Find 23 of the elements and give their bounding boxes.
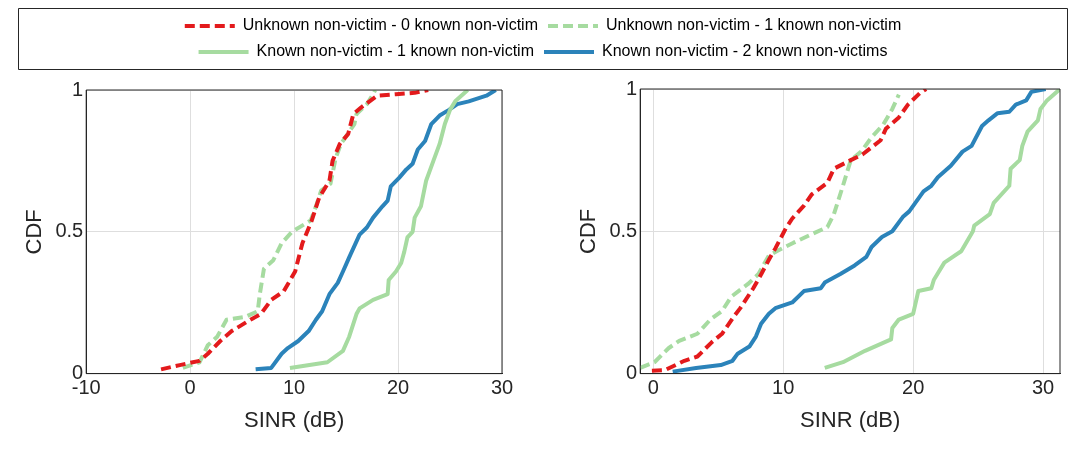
line-series: [159, 90, 431, 372]
x-tick-label: 10: [282, 376, 306, 399]
x-tick-label: 0: [184, 376, 196, 399]
y-tick-label: 1: [626, 76, 638, 99]
x-axis-title: SINR (dB): [799, 406, 901, 432]
legend-label: Unknown non-victim - 1 known non-victim: [606, 16, 902, 34]
legend-label: Unknown non-victim - 0 known non-victim: [242, 16, 538, 34]
x-tick-label: 20: [386, 376, 410, 399]
line-series: [180, 90, 378, 370]
y-tick-label: 0: [626, 361, 638, 384]
x-tick-label: 30: [1031, 376, 1055, 399]
y-axis-title: CDF: [575, 208, 601, 254]
y-tick-label: 0.5: [55, 219, 84, 242]
legend-label: Known non-victim - 2 known non-victims: [602, 42, 888, 60]
y-tick-label: 1: [72, 77, 84, 100]
x-tick-label: 20: [902, 376, 925, 399]
x-tick-label: 10: [772, 376, 795, 399]
x-tick-label: 30: [490, 376, 514, 399]
x-axis-title: SINR (dB): [243, 406, 345, 432]
legend-label: Known non-victim - 1 known non-victim: [256, 42, 534, 60]
x-tick-label: 0: [647, 376, 659, 399]
y-axis-title: CDF: [21, 209, 47, 255]
y-tick-label: 0.5: [609, 218, 638, 241]
